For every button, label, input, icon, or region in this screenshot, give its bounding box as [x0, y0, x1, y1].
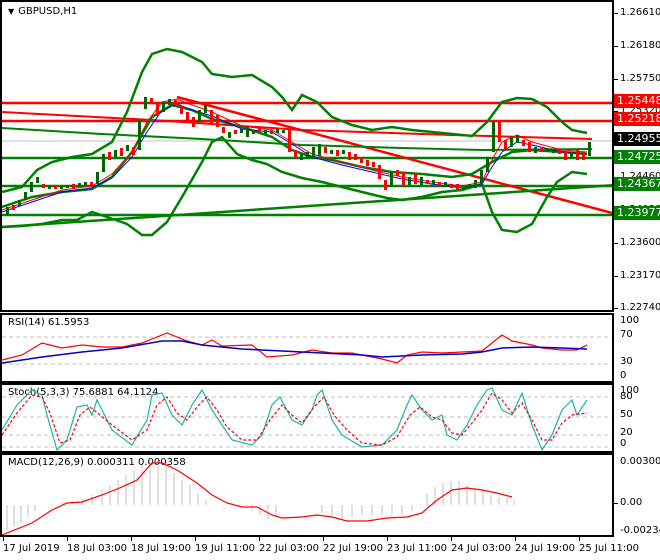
stoch-svg [2, 387, 612, 451]
candles [6, 97, 591, 215]
symbol-title[interactable]: ▼ GBPUSD,H1 [8, 6, 78, 17]
macd-pane[interactable]: MACD(12,26,9) 0.000311 0.000358 [0, 453, 614, 537]
price-axis: 1.26610 1.26180 1.25750 1.25320 1.24890 … [614, 0, 660, 313]
time-axis: 17 Jul 2019 18 Jul 03:00 18 Jul 19:00 19… [0, 536, 639, 560]
red-trendline-descending [176, 95, 612, 215]
bollinger-middle [2, 103, 588, 209]
price-tag-current: 1.24955 [614, 132, 660, 146]
ma-blue [2, 103, 588, 213]
main-chart-pane[interactable]: ▼ GBPUSD,H1 [0, 0, 614, 312]
green-trendline-ascending [2, 184, 612, 229]
ma-red [2, 98, 588, 211]
rsi-axis: 100 70 30 0 [620, 315, 640, 381]
green-long-ma [2, 127, 593, 152]
rsi-svg [2, 332, 612, 365]
price-tag-support-1: 1.24725 [614, 150, 660, 164]
bollinger-lower [2, 135, 588, 237]
rsi-signal-line [2, 340, 588, 364]
bollinger-upper [2, 47, 588, 194]
macd-histogram [6, 460, 515, 530]
triangle-down-icon[interactable]: ▼ [8, 7, 15, 16]
stoch-axis: 100 80 50 20 0 [620, 385, 640, 449]
red-trendline-shallow [2, 111, 593, 140]
rsi-title: RSI(14) 61.5953 [8, 317, 90, 328]
price-tag-resistance-1: 1.25448 [614, 94, 660, 108]
macd-signal-line [2, 462, 513, 535]
macd-title: MACD(12,26,9) 0.000311 0.000358 [8, 457, 186, 468]
stoch-pane[interactable]: Stoch(5,3,3) 75.6881 64.1124 [0, 383, 614, 453]
price-chart-svg [2, 47, 612, 237]
stoch-signal-line [2, 392, 588, 446]
macd-svg [2, 460, 515, 535]
rsi-line [2, 332, 588, 364]
price-tag-support-3: 1.23977 [614, 206, 660, 220]
rsi-pane[interactable]: RSI(14) 61.5953 [0, 313, 614, 383]
stoch-title: Stoch(5,3,3) 75.6881 64.1124 [8, 387, 159, 398]
price-tag-support-2: 1.24367 [614, 177, 660, 191]
macd-axis: 0.003002 0.00 -0.00234 [614, 453, 660, 537]
price-tag-resistance-2: 1.25218 [614, 112, 660, 126]
